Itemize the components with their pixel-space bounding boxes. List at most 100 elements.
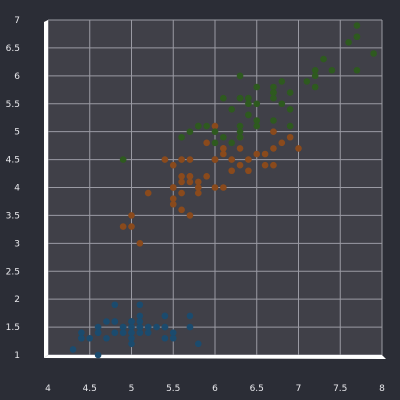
data-point-s0-35 [128, 340, 135, 348]
x-tick-label-2: 5 [129, 384, 135, 394]
data-point-s0-49 [128, 329, 135, 336]
data-point-s2-7 [320, 55, 327, 63]
y-tick-label-12: 7 [14, 16, 20, 26]
y-tick-label-2: 2 [14, 295, 20, 305]
data-point-s0-32 [144, 323, 152, 331]
data-point-s2-27 [220, 133, 227, 141]
data-point-s2-34 [220, 94, 227, 102]
data-point-s0-37 [119, 329, 127, 336]
data-point-s1-4 [253, 150, 261, 158]
data-point-s1-27 [270, 128, 277, 135]
data-point-s2-26 [228, 139, 235, 147]
data-point-s1-40 [169, 161, 177, 169]
x-tick-label-0: 4 [45, 384, 51, 394]
data-point-s2-8 [270, 83, 277, 91]
data-point-s2-43 [270, 89, 277, 96]
y-tick-label-6: 4 [14, 184, 20, 194]
x-tick-label-5: 6.5 [250, 384, 264, 394]
x-tick-label-3: 5.5 [166, 384, 180, 394]
data-point-s1-0 [295, 145, 302, 152]
data-point-s2-18 [353, 22, 361, 29]
x-tick-label-4: 6 [212, 384, 218, 394]
data-point-s0-45 [111, 329, 119, 336]
data-point-s0-48 [153, 323, 160, 331]
data-point-s2-21 [178, 133, 185, 141]
data-point-s1-12 [211, 184, 219, 191]
data-point-s2-20 [286, 89, 294, 96]
data-point-s1-48 [136, 240, 144, 247]
data-point-s2-32 [245, 94, 252, 102]
data-point-s2-31 [370, 50, 377, 57]
data-point-s0-15 [186, 323, 194, 331]
x-tick-label-8: 8 [379, 384, 385, 394]
data-point-s1-41 [220, 150, 227, 158]
y-tick-label-4: 3 [14, 239, 20, 249]
data-point-s0-36 [169, 334, 177, 342]
data-point-s2-0 [236, 72, 244, 80]
data-point-s2-30 [328, 66, 336, 74]
x-axis-ticks: 4 4.5 5 5.5 6 6.5 7 7.5 8 [45, 384, 385, 394]
data-point-s1-25 [261, 161, 269, 169]
data-point-s2-13 [186, 128, 194, 135]
data-point-s2-44 [270, 117, 277, 124]
data-point-s2-2 [303, 78, 311, 85]
data-point-s1-9 [144, 189, 152, 197]
data-point-s0-43 [128, 318, 135, 325]
data-point-s1-20 [203, 139, 210, 147]
data-point-s0-14 [195, 340, 202, 348]
data-point-s0-13 [69, 346, 77, 353]
x-tick-label-1: 4.5 [83, 384, 97, 394]
data-point-s2-38 [211, 139, 219, 147]
data-point-s0-2 [103, 334, 110, 342]
data-point-s1-18 [228, 156, 235, 163]
data-point-s2-41 [286, 122, 294, 130]
data-point-s2-42 [278, 78, 286, 85]
data-point-s2-45 [236, 128, 244, 135]
data-point-s1-37 [236, 161, 244, 169]
data-point-s1-21 [220, 184, 227, 191]
data-point-s2-40 [270, 94, 277, 102]
data-point-s1-10 [128, 212, 135, 219]
data-point-s1-16 [178, 156, 185, 163]
data-point-s2-19 [211, 128, 219, 135]
data-point-s1-17 [195, 178, 202, 186]
data-point-s0-33 [169, 329, 177, 336]
data-point-s2-35 [353, 66, 361, 74]
data-point-s1-33 [211, 122, 219, 130]
data-point-s1-36 [270, 145, 277, 152]
y-tick-label-0: 1 [14, 351, 20, 361]
data-point-s2-6 [119, 156, 127, 163]
data-point-s0-47 [94, 329, 102, 336]
data-point-s1-15 [270, 161, 277, 169]
data-point-s1-6 [236, 145, 244, 152]
data-point-s0-34 [119, 323, 127, 331]
x-tick-label-7: 7.5 [333, 384, 347, 394]
data-point-s1-29 [186, 212, 194, 219]
y-tick-label-10: 6 [14, 72, 20, 82]
data-point-s0-42 [78, 334, 85, 342]
data-point-s1-49 [186, 178, 194, 186]
data-point-s1-26 [278, 139, 286, 147]
data-point-s0-31 [161, 323, 169, 331]
data-point-s0-44 [136, 301, 144, 309]
data-point-s0-29 [103, 318, 110, 325]
data-point-s1-38 [178, 178, 185, 186]
data-points [69, 22, 377, 359]
data-point-s1-47 [228, 167, 235, 175]
data-point-s1-23 [220, 145, 227, 152]
y-axis-ticks: 1 1.5 2 2.5 3 3.5 4 4.5 5 5.5 6 6.5 7 [6, 16, 21, 361]
y-tick-label-9: 5.5 [6, 100, 20, 110]
data-point-s1-39 [169, 184, 177, 191]
data-point-s0-24 [111, 301, 119, 309]
data-point-s1-19 [178, 189, 185, 197]
data-point-s0-8 [78, 329, 85, 336]
data-point-s2-39 [286, 106, 294, 113]
data-point-s2-25 [311, 72, 319, 80]
data-point-s2-16 [253, 100, 261, 108]
data-point-s0-28 [144, 329, 152, 336]
data-point-s2-33 [236, 122, 244, 130]
data-point-s0-41 [86, 334, 94, 342]
data-point-s0-30 [111, 318, 119, 325]
